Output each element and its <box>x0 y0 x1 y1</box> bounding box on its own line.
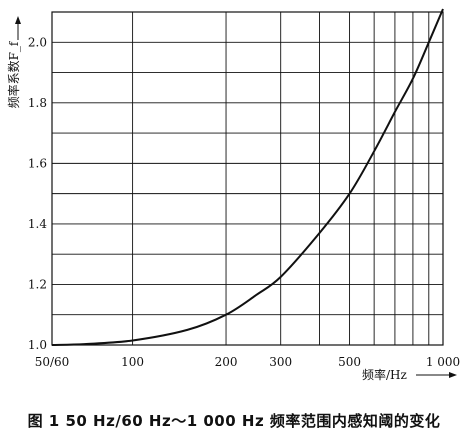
series-line <box>51 8 444 346</box>
x-tick-label: 500 <box>338 355 361 369</box>
x-tick-label: 300 <box>269 355 292 369</box>
y-tick-label: 1.4 <box>28 217 47 231</box>
grid <box>52 12 444 345</box>
y-tick-label: 1.8 <box>28 96 47 110</box>
x-tick-labels: 50/60 100 200 300 500 1 000 <box>35 355 460 369</box>
x-tick-label: 50/60 <box>35 355 70 369</box>
x-tick-label: 1 000 <box>426 355 460 369</box>
y-axis-label: 频率系数F_f <box>6 40 21 108</box>
y-tick-label: 1.6 <box>28 156 47 170</box>
y-tick-label: 1.0 <box>28 338 47 352</box>
y-tick-labels: 1.0 1.2 1.4 1.6 1.8 2.0 <box>28 35 47 352</box>
y-tick-label: 1.2 <box>28 277 47 291</box>
x-axis-arrowhead <box>449 372 457 378</box>
x-tick-label: 200 <box>215 355 238 369</box>
y-axis-arrowhead <box>15 16 21 24</box>
y-tick-label: 2.0 <box>28 35 47 49</box>
plot-frame <box>51 11 444 346</box>
figure-caption: 图 1 50 Hz/60 Hz～1 000 Hz 频率范围内感知阈的变化 <box>27 412 441 430</box>
x-axis-label: 频率/Hz <box>362 367 407 382</box>
frequency-factor-chart: 50/60 100 200 300 500 1 000 1.0 1.2 1.4 1.6 1.8 2.… <box>6 8 460 382</box>
x-tick-label: 100 <box>121 355 144 369</box>
